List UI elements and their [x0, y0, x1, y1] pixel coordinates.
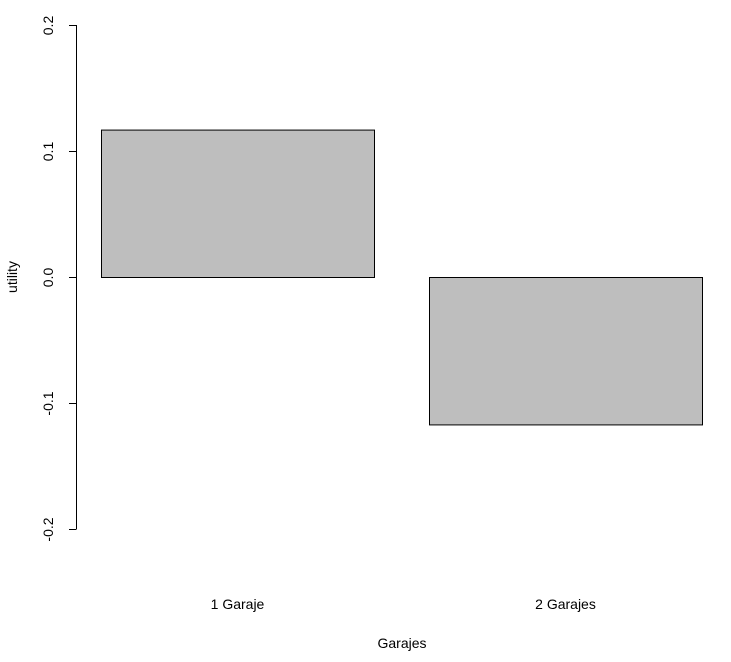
y-tick-label: 0.2 [40, 16, 56, 36]
y-axis-title: utility [4, 261, 20, 293]
y-axis-ticks: -0.2 -0.1 0.0 0.1 0.2 [40, 16, 77, 542]
y-tick-label: 0.0 [40, 268, 56, 288]
x-axis-title: Garajes [377, 635, 426, 651]
bars-layer [101, 129, 703, 426]
bar-1 [101, 129, 375, 278]
y-tick-label: -0.2 [40, 517, 56, 541]
y-tick-label: 0.1 [40, 142, 56, 162]
x-axis-category-labels: 1 Garaje 2 Garajes [211, 596, 596, 612]
x-category-label: 1 Garaje [211, 596, 265, 612]
x-category-label: 2 Garajes [535, 596, 596, 612]
y-tick-label: -0.1 [40, 391, 56, 415]
bar-2 [429, 277, 703, 426]
